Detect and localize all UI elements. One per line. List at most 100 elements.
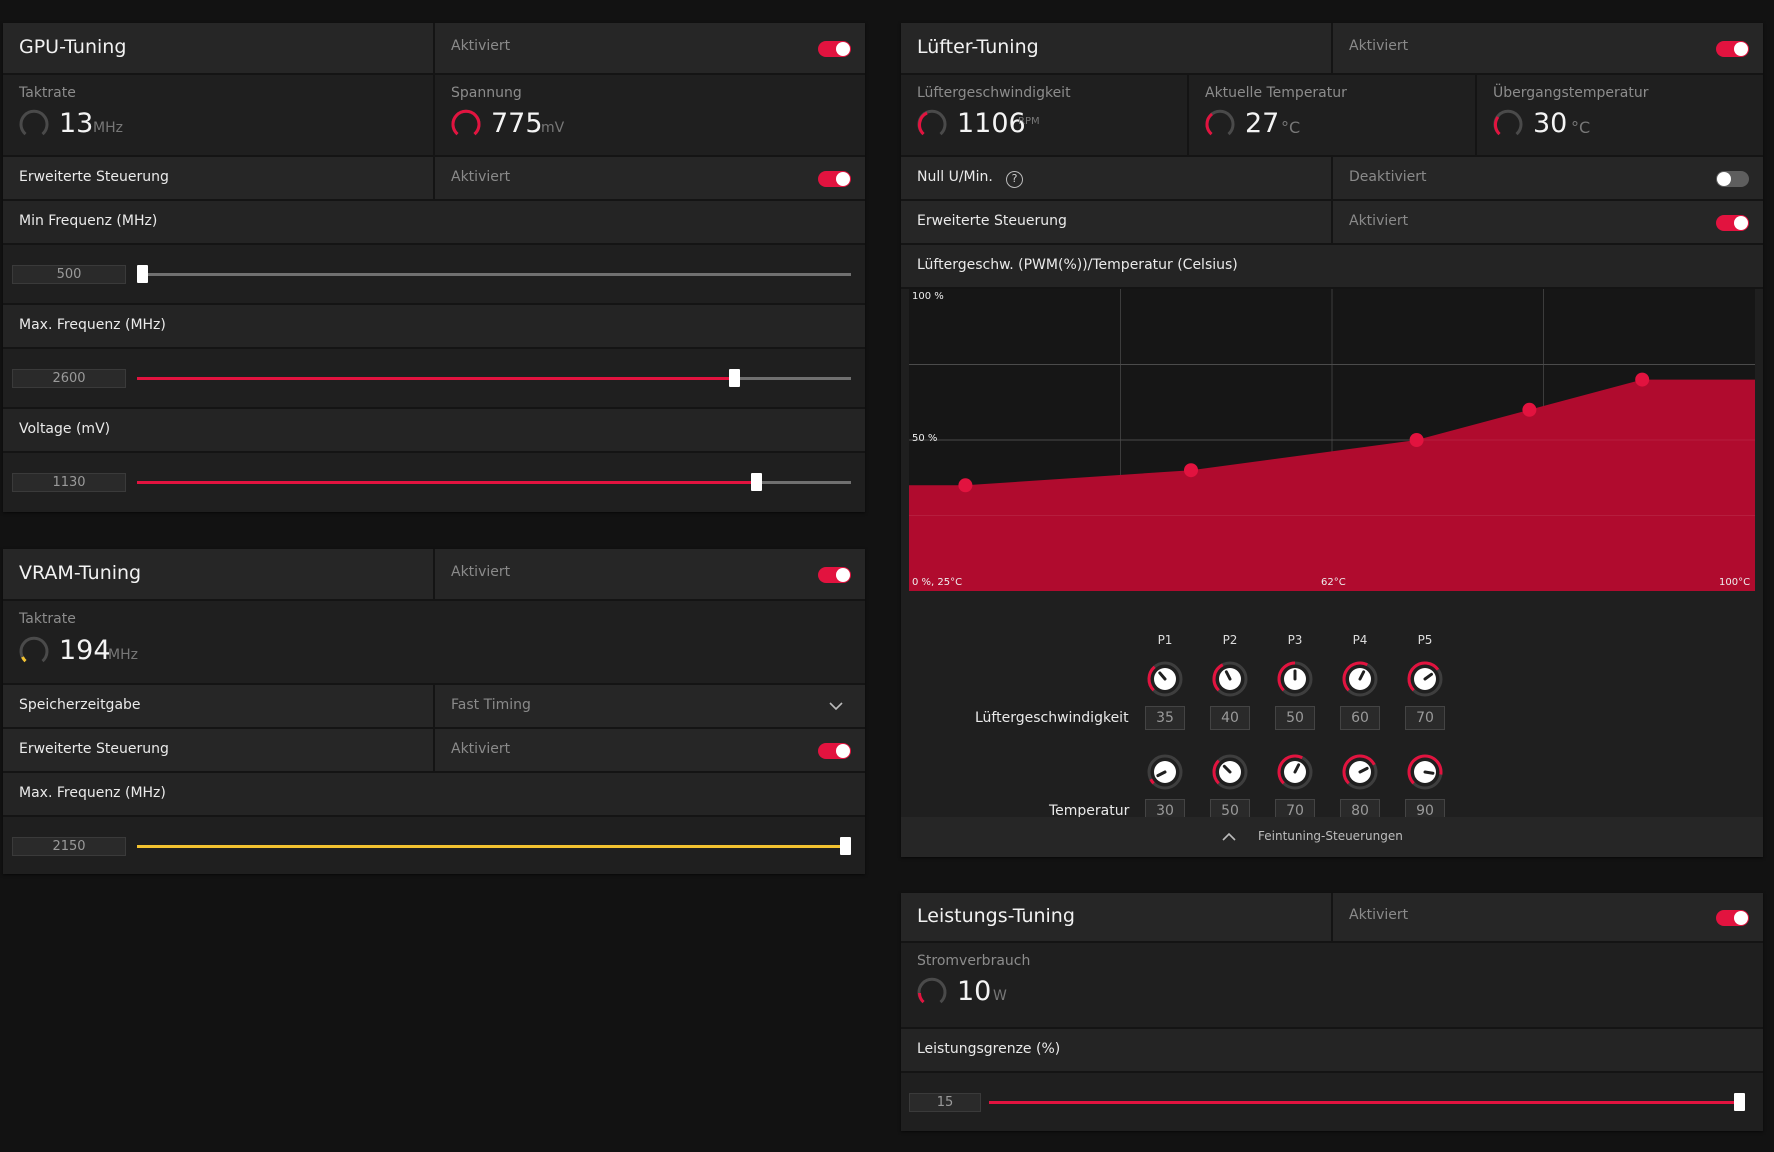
vram-tuning-status: Aktiviert <box>451 564 511 580</box>
gpu-voltage-value: 775 <box>491 108 543 139</box>
gpu-voltage-slider-row: 1130 <box>3 453 865 512</box>
chevron-down-icon[interactable] <box>829 701 843 711</box>
speed-input-3[interactable]: 50 <box>1275 706 1315 730</box>
power-limit-slider-row: 15 <box>901 1073 1763 1131</box>
vram-clock-value: 194 <box>59 635 111 666</box>
temp-knob-3[interactable] <box>1276 753 1314 791</box>
fan-curve-area <box>909 379 1755 591</box>
gpu-min-freq-slider-row: 500 <box>3 245 865 305</box>
gpu-clock-value: 13 <box>59 108 94 139</box>
vram-advanced-label: Erweiterte Steuerung <box>19 741 169 757</box>
power-limit-label: Leistungsgrenze (%) <box>917 1041 1061 1057</box>
fan-zero-rpm-toggle[interactable] <box>1716 171 1749 187</box>
gpu-clock-unit: MHz <box>93 120 123 136</box>
fine-tune-row[interactable]: Feintuning-Steuerungen <box>901 817 1763 857</box>
fan-speed-points-label: Lüftergeschwindigkeit <box>975 710 1129 726</box>
fan-curve-point-3[interactable] <box>1409 433 1424 447</box>
gpu-voltage-input[interactable]: 1130 <box>12 473 126 492</box>
fan-curve-point-4[interactable] <box>1522 402 1537 417</box>
gpu-min-freq-input[interactable]: 500 <box>12 265 126 284</box>
gpu-min-freq-label-row: Min Frequenz (MHz) <box>3 201 865 245</box>
speed-input-4[interactable]: 60 <box>1340 706 1380 730</box>
point-label-1: P1 <box>1157 633 1173 647</box>
vram-tuning-panel: VRAM-Tuning Aktiviert Taktrate 194 MHz S… <box>3 549 865 874</box>
gpu-max-freq-thumb[interactable] <box>729 369 740 387</box>
fan-advanced-label: Erweiterte Steuerung <box>917 213 1067 229</box>
fan-temp-points-label: Temperatur <box>1049 803 1130 819</box>
gpu-tuning-title: GPU-Tuning <box>19 36 127 58</box>
fan-curve-point-2[interactable] <box>1184 463 1198 478</box>
point-label-3: P3 <box>1287 633 1303 647</box>
power-stats-row: Stromverbrauch 10 W <box>901 943 1763 1029</box>
gpu-voltage-thumb[interactable] <box>751 473 762 491</box>
chart-x-right-label: 100°C <box>1719 577 1751 588</box>
fan-tuning-panel: Lüfter-Tuning Aktiviert Lüftergeschwindi… <box>901 23 1763 857</box>
chart-y-top-label: 100 % <box>912 291 944 302</box>
point-label-2: P2 <box>1222 633 1238 647</box>
vram-max-freq-input[interactable]: 2150 <box>12 837 126 856</box>
vram-stats-row: Taktrate 194 MHz <box>3 601 865 685</box>
chart-x-left-label: 0 %, 25°C <box>912 577 963 588</box>
speed-knob-3[interactable] <box>1276 660 1314 698</box>
speed-input-2[interactable]: 40 <box>1210 706 1250 730</box>
gpu-tuning-toggle[interactable] <box>818 41 851 57</box>
speed-input-1[interactable]: 35 <box>1145 706 1185 730</box>
speed-knob-4[interactable] <box>1341 660 1379 698</box>
gpu-max-freq-slider[interactable] <box>137 369 851 387</box>
power-limit-slider[interactable] <box>989 1093 1745 1111</box>
gpu-advanced-row: Erweiterte Steuerung Aktiviert <box>3 157 865 201</box>
speed-knob-2[interactable] <box>1211 660 1249 698</box>
vram-max-freq-slider[interactable] <box>137 837 851 855</box>
help-icon[interactable]: ? <box>1006 171 1023 188</box>
gpu-tuning-header: GPU-Tuning Aktiviert <box>3 23 865 75</box>
fine-tune-label[interactable]: Feintuning-Steuerungen <box>1258 829 1403 843</box>
temp-knob-5[interactable] <box>1406 753 1444 791</box>
power-tuning-panel: Leistungs-Tuning Aktiviert Stromverbrauc… <box>901 893 1763 1131</box>
gpu-min-freq-thumb[interactable] <box>137 265 148 283</box>
gpu-clock-gauge <box>19 109 49 136</box>
fan-tuning-toggle[interactable] <box>1716 41 1749 57</box>
power-consumption-label: Stromverbrauch <box>917 953 1031 969</box>
power-tuning-toggle[interactable] <box>1716 910 1749 926</box>
gpu-tuning-panel: GPU-Tuning Aktiviert Taktrate 13 MHz Spa… <box>3 23 865 512</box>
vram-tuning-toggle[interactable] <box>818 567 851 583</box>
vram-advanced-toggle[interactable] <box>818 743 851 759</box>
gpu-advanced-toggle[interactable] <box>818 171 851 187</box>
vram-advanced-row: Erweiterte Steuerung Aktiviert <box>3 729 865 773</box>
vram-timing-select[interactable]: Fast Timing <box>451 697 531 713</box>
temp-knob-1[interactable] <box>1146 753 1184 791</box>
speed-input-5[interactable]: 70 <box>1405 706 1445 730</box>
power-limit-thumb[interactable] <box>1734 1093 1745 1111</box>
vram-timing-row[interactable]: Speicherzeitgabe Fast Timing <box>3 685 865 729</box>
chevron-up-icon[interactable] <box>1222 832 1236 842</box>
vram-max-freq-thumb[interactable] <box>840 837 851 855</box>
fan-junction-unit: °C <box>1571 118 1591 137</box>
chart-x-mid-label: 62°C <box>1321 577 1346 588</box>
power-consumption-unit: W <box>993 988 1007 1004</box>
gpu-voltage-unit: mV <box>541 120 565 136</box>
fan-junction-value: 30 <box>1533 108 1568 139</box>
power-tuning-header: Leistungs-Tuning Aktiviert <box>901 893 1763 943</box>
gpu-max-freq-input[interactable]: 2600 <box>12 369 126 388</box>
fan-speed-value: 1106 <box>957 108 1026 139</box>
fan-temp-label: Aktuelle Temperatur <box>1205 85 1347 101</box>
gpu-max-freq-label: Max. Frequenz (MHz) <box>19 317 166 333</box>
gpu-voltage-slider[interactable] <box>137 473 851 491</box>
fan-advanced-toggle[interactable] <box>1716 215 1749 231</box>
fan-speed-unit: RPM <box>1018 116 1040 127</box>
temp-knob-2[interactable] <box>1211 753 1249 791</box>
power-tuning-status: Aktiviert <box>1349 907 1409 923</box>
gpu-min-freq-slider[interactable] <box>137 265 851 283</box>
speed-knob-1[interactable] <box>1146 660 1184 698</box>
fan-curve-point-5[interactable] <box>1635 372 1650 387</box>
fan-curve-chart[interactable]: 100 % 50 % 0 %, 25°C 62°C 100°C <box>909 289 1755 591</box>
temp-knob-4[interactable] <box>1341 753 1379 791</box>
speed-knob-5[interactable] <box>1406 660 1444 698</box>
fan-curve-point-1[interactable] <box>958 478 973 493</box>
power-limit-input[interactable]: 15 <box>909 1093 981 1112</box>
gpu-clock-label: Taktrate <box>19 85 76 101</box>
chart-y-mid-label: 50 % <box>912 433 938 444</box>
fan-tuning-status: Aktiviert <box>1349 38 1409 54</box>
fan-curve-svg[interactable] <box>909 289 1755 591</box>
point-label-4: P4 <box>1352 633 1368 647</box>
